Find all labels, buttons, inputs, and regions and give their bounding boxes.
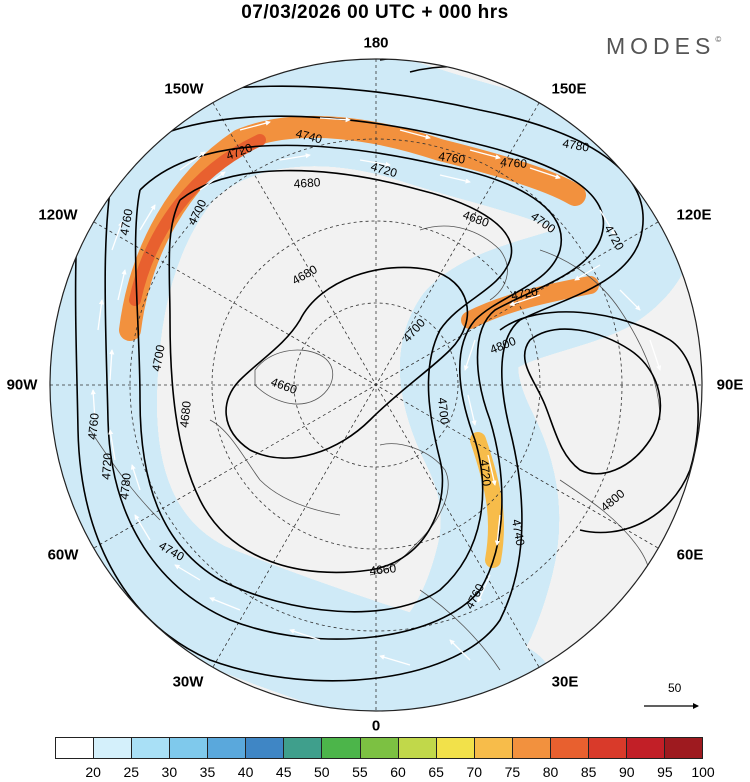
lon-label-30w: 30W bbox=[172, 673, 204, 691]
color-bar-swatch bbox=[360, 738, 399, 758]
map-border bbox=[49, 58, 703, 712]
color-bar-tick-label: 95 bbox=[657, 764, 673, 780]
contour-label: 4700 bbox=[149, 343, 167, 372]
copyright-mark: © bbox=[715, 35, 722, 44]
height-contours bbox=[74, 59, 699, 682]
lon-label-60e: 60E bbox=[676, 546, 704, 564]
vector-scale-arrow bbox=[644, 703, 699, 709]
color-bar-swatch bbox=[56, 738, 95, 758]
lon-label-120e: 120E bbox=[676, 206, 712, 224]
contour-label: 4740 bbox=[509, 518, 527, 547]
color-bar-swatch bbox=[132, 738, 171, 758]
color-bar-swatch bbox=[626, 738, 665, 758]
color-bar-tick-label: 75 bbox=[504, 764, 521, 780]
color-bar-swatch bbox=[550, 738, 589, 758]
lon-label-90e: 90E bbox=[716, 376, 744, 394]
color-bar-swatch bbox=[246, 738, 285, 758]
contour-label: 4760 bbox=[438, 149, 467, 167]
color-bar-swatch bbox=[322, 738, 361, 758]
contour-label: 4740 bbox=[294, 126, 324, 146]
contour-label: 4720 bbox=[510, 284, 539, 302]
color-bar-swatch bbox=[398, 738, 437, 758]
contour-label: 4760 bbox=[85, 412, 102, 440]
contour-label: 4680 bbox=[293, 175, 321, 191]
color-bar-swatch bbox=[512, 738, 551, 758]
contour-label: 4780 bbox=[561, 136, 590, 154]
color-bar-swatch bbox=[208, 738, 247, 758]
color-bar-tick-label: 50 bbox=[314, 764, 330, 780]
vector-scale-label: 50 bbox=[668, 681, 682, 695]
lon-label-150e: 150E bbox=[551, 80, 587, 98]
color-bar-tick-label: 70 bbox=[466, 764, 483, 780]
color-bar-tick-label: 40 bbox=[237, 764, 254, 780]
color-bar-swatch bbox=[474, 738, 513, 758]
lon-label-120w: 120W bbox=[38, 206, 78, 224]
color-bar-tick-label: 35 bbox=[199, 764, 216, 780]
color-bar-tick-label: 65 bbox=[428, 764, 444, 780]
lon-label-150w: 150W bbox=[164, 80, 204, 98]
contour-label: 4780 bbox=[117, 472, 134, 500]
color-bar-tick-label: 20 bbox=[85, 764, 101, 780]
color-bar-tick-label: 45 bbox=[275, 764, 292, 780]
brand-logo: MODES© bbox=[606, 33, 721, 60]
contour-label: 4700 bbox=[435, 397, 452, 425]
color-bar-tick-label: 60 bbox=[390, 764, 406, 780]
color-bar-tick-label: 25 bbox=[123, 764, 140, 780]
contour-label: 4680 bbox=[177, 400, 194, 428]
map-disc: 4740 4720 4760 4760 4780 4720 4680 4760 … bbox=[50, 59, 702, 711]
contour-label: 4660 bbox=[369, 561, 397, 578]
color-bar-tick-label: 30 bbox=[161, 764, 178, 780]
contour-label: 4720 bbox=[477, 459, 494, 487]
color-bar-tick-label: 90 bbox=[618, 764, 635, 780]
color-bar-tick-label: 85 bbox=[580, 764, 597, 780]
color-bar-tick-label: 100 bbox=[691, 764, 715, 780]
contour-label: 4720 bbox=[99, 452, 115, 480]
color-bar-tick-label: 80 bbox=[542, 764, 559, 780]
lon-label-60w: 60W bbox=[47, 546, 79, 564]
lon-label-180: 180 bbox=[363, 34, 389, 52]
brand-text: MODES bbox=[606, 33, 716, 59]
lon-label-30e: 30E bbox=[551, 673, 579, 691]
contour-label: 4760 bbox=[500, 155, 528, 171]
color-bar bbox=[55, 737, 703, 759]
color-bar-swatch bbox=[588, 738, 627, 758]
color-bar-tick-label: 55 bbox=[352, 764, 368, 780]
wind-vectors bbox=[90, 117, 662, 666]
color-bar-swatch bbox=[170, 738, 209, 758]
color-bar-swatch bbox=[284, 738, 323, 758]
color-bar-swatch bbox=[94, 738, 133, 758]
contour-label: 4760 bbox=[117, 207, 135, 236]
lon-label-0: 0 bbox=[371, 717, 381, 735]
lon-label-90w: 90W bbox=[6, 376, 38, 394]
map-title: 07/03/2026 00 UTC + 000 hrs bbox=[241, 2, 509, 23]
color-bar-swatch bbox=[436, 738, 475, 758]
color-bar-swatch bbox=[665, 738, 703, 758]
